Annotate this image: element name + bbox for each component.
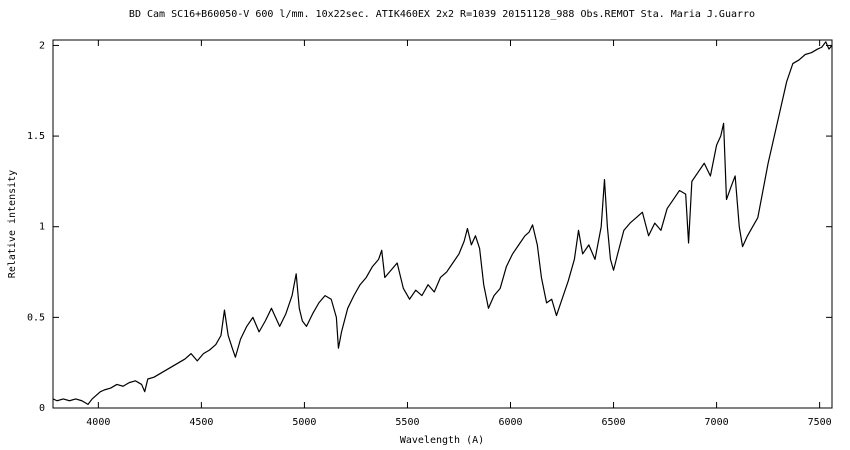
spectrum-line xyxy=(52,41,833,405)
x-tick-label: 4000 xyxy=(86,417,110,428)
x-tick-label: 7000 xyxy=(705,417,729,428)
x-tick-label: 5000 xyxy=(292,417,316,428)
x-tick-label: 5500 xyxy=(395,417,419,428)
y-tick-label: 0.5 xyxy=(27,312,45,323)
chart-title: BD Cam SC16+B60050-V 600 l/mm. 10x22sec.… xyxy=(129,9,755,20)
plot-frame xyxy=(52,39,833,409)
y-tick-label: 0 xyxy=(39,403,45,414)
y-axis-label: Relative intensity xyxy=(7,170,18,278)
y-tick-label: 2 xyxy=(39,40,45,51)
x-tick-label: 6500 xyxy=(602,417,626,428)
x-tick-label: 6000 xyxy=(498,417,522,428)
y-tick-label: 1 xyxy=(39,222,45,233)
x-tick-label: 4500 xyxy=(189,417,213,428)
x-tick-label: 7500 xyxy=(808,417,832,428)
x-axis-label: Wavelength (A) xyxy=(400,435,484,446)
y-tick-label: 1.5 xyxy=(27,131,45,142)
